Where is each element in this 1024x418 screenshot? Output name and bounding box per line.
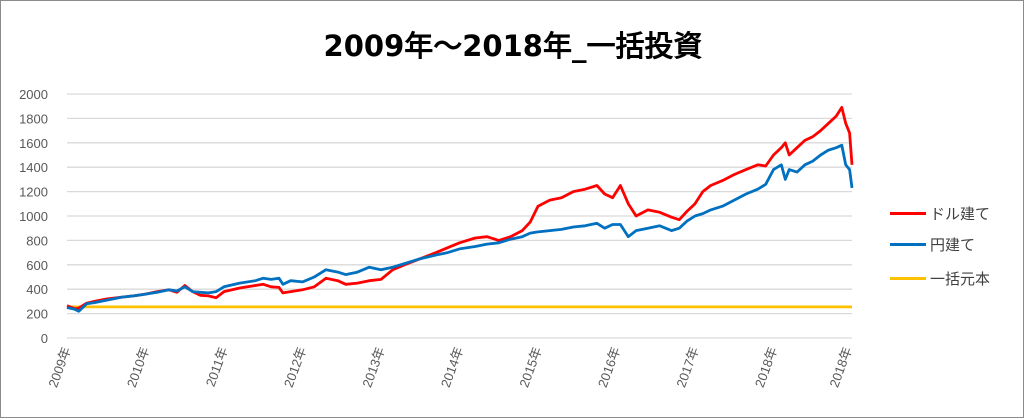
y-tick-label: 200 [26,307,48,322]
series-line-dollar [66,106,854,311]
y-tick-label: 1400 [19,160,48,175]
x-tick-label: 2016年 [595,345,623,390]
x-tick-label: 2018年 [826,345,854,390]
legend-swatch-principal [890,277,926,280]
y-tick-label: 1200 [19,185,48,200]
y-tick-label: 600 [26,258,48,273]
legend-swatch-yen [890,243,926,246]
x-tick-label: 2014年 [438,345,466,390]
legend-swatch-dollar [890,212,926,215]
y-tick-label: 400 [26,282,48,297]
y-tick-label: 1000 [19,209,48,224]
x-tick-label: 2010年 [124,345,152,390]
legend-item-principal: 一括元本 [890,268,990,289]
x-tick-label: 2011年 [203,345,231,389]
y-tick-label: 0 [41,331,48,346]
x-tick-label: 2012年 [281,345,309,390]
chart-title: 2009年～2018年_一括投資 [323,29,703,63]
x-tick-label: 2009年 [45,345,73,390]
y-tick-label: 2000 [19,87,48,102]
legend-label-yen: 円建て [930,236,976,254]
legend-item-yen: 円建て [890,234,975,255]
y-tick-label: 1600 [19,136,48,151]
x-tick-label: 2017年 [673,345,701,390]
x-tick-label: 2015年 [516,345,544,390]
series-line-yen [66,143,854,313]
y-tick-label: 1800 [19,111,48,126]
legend-item-dollar: ドル建て [890,203,990,224]
legend-label-principal: 一括元本 [930,270,991,288]
legend-label-dollar: ドル建て [930,205,991,223]
y-tick-label: 800 [26,233,48,248]
x-tick-label: 2013年 [359,345,387,390]
x-tick-label: 2018年 [752,345,780,390]
